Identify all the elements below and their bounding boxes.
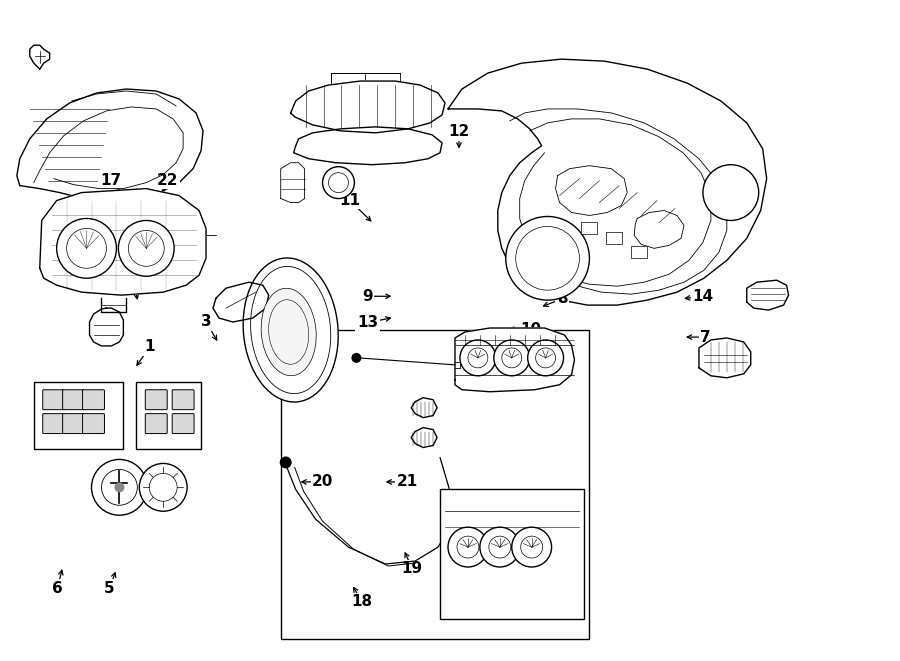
Polygon shape	[17, 89, 203, 200]
Bar	[440, 489, 584, 619]
FancyBboxPatch shape	[83, 390, 104, 410]
FancyBboxPatch shape	[172, 390, 194, 410]
Circle shape	[506, 217, 590, 300]
Circle shape	[140, 463, 187, 511]
FancyBboxPatch shape	[42, 390, 65, 410]
Polygon shape	[411, 428, 437, 447]
Circle shape	[119, 221, 175, 276]
Text: 6: 6	[52, 581, 63, 596]
Text: 21: 21	[396, 475, 418, 489]
Text: 13: 13	[357, 315, 378, 330]
Polygon shape	[448, 59, 767, 305]
Polygon shape	[40, 188, 206, 295]
Text: 17: 17	[101, 173, 122, 188]
Ellipse shape	[261, 288, 316, 375]
FancyBboxPatch shape	[63, 414, 85, 434]
Polygon shape	[30, 45, 50, 69]
Polygon shape	[455, 328, 574, 392]
FancyBboxPatch shape	[83, 414, 104, 434]
Circle shape	[351, 353, 362, 363]
Polygon shape	[293, 127, 442, 165]
Circle shape	[512, 527, 552, 567]
FancyBboxPatch shape	[42, 414, 65, 434]
Text: 14: 14	[692, 289, 714, 304]
Polygon shape	[699, 338, 751, 378]
Text: 15: 15	[40, 236, 62, 251]
Text: 22: 22	[157, 173, 178, 188]
Circle shape	[703, 165, 759, 221]
Text: 19: 19	[401, 561, 423, 576]
FancyBboxPatch shape	[145, 390, 167, 410]
Polygon shape	[555, 166, 627, 215]
Text: 16: 16	[146, 236, 166, 251]
Text: 10: 10	[520, 322, 541, 336]
Bar	[631, 247, 647, 258]
Polygon shape	[411, 398, 437, 418]
Polygon shape	[281, 163, 304, 202]
Circle shape	[322, 167, 355, 198]
Text: 9: 9	[362, 289, 373, 304]
Bar	[34, 382, 123, 449]
Text: 7: 7	[700, 330, 711, 344]
Text: 5: 5	[104, 581, 114, 596]
Polygon shape	[747, 280, 788, 310]
Circle shape	[480, 527, 519, 567]
Bar	[581, 223, 598, 235]
Text: 2: 2	[261, 293, 272, 309]
Polygon shape	[634, 210, 684, 249]
Ellipse shape	[243, 258, 338, 402]
Polygon shape	[213, 282, 269, 322]
Bar	[136, 382, 201, 449]
Text: 3: 3	[201, 315, 212, 329]
FancyBboxPatch shape	[145, 414, 167, 434]
FancyBboxPatch shape	[63, 390, 85, 410]
Text: 4: 4	[130, 278, 140, 293]
Text: 12: 12	[448, 124, 470, 139]
Polygon shape	[89, 308, 123, 346]
Circle shape	[114, 483, 124, 492]
Circle shape	[527, 340, 563, 376]
Circle shape	[57, 219, 116, 278]
Bar	[607, 233, 622, 245]
Text: 8: 8	[557, 292, 567, 307]
Text: 18: 18	[352, 594, 373, 609]
Circle shape	[280, 457, 292, 469]
Text: 1: 1	[145, 340, 155, 354]
Circle shape	[460, 340, 496, 376]
Polygon shape	[291, 81, 445, 133]
Bar	[281, 330, 590, 639]
Circle shape	[494, 340, 530, 376]
Text: 20: 20	[312, 475, 333, 489]
Circle shape	[92, 459, 148, 515]
FancyBboxPatch shape	[172, 414, 194, 434]
Circle shape	[448, 527, 488, 567]
Text: 11: 11	[339, 192, 360, 208]
